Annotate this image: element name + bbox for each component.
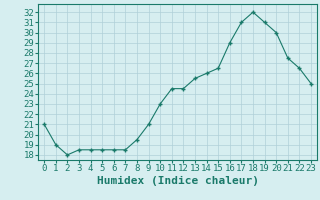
X-axis label: Humidex (Indice chaleur): Humidex (Indice chaleur) <box>97 176 259 186</box>
